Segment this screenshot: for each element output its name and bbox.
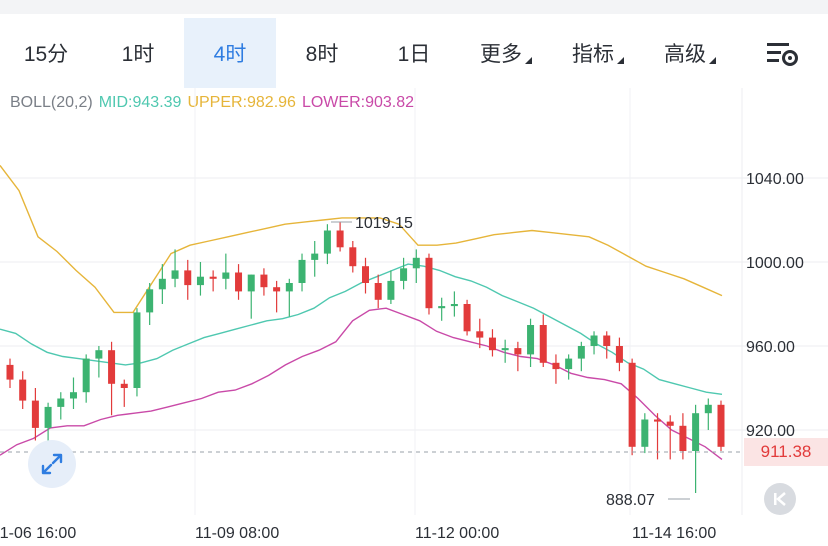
tab-8h[interactable]: 8时 (305, 43, 339, 66)
candle-body (57, 398, 65, 407)
candle-body (133, 312, 141, 388)
candle-body (273, 287, 281, 292)
candle-body (488, 337, 496, 351)
candle-body (95, 350, 103, 359)
candle-body (6, 364, 14, 380)
x-tick-label: 11-14 16:00 (632, 525, 716, 542)
candle-body (692, 413, 700, 451)
candle-body (438, 306, 446, 309)
candle-body (387, 280, 395, 300)
candle-body (552, 362, 560, 370)
candle-body (666, 421, 674, 426)
candle-body (717, 404, 725, 447)
candle-body (311, 253, 319, 260)
candle-body (603, 335, 611, 346)
y-tick-label: 960.00 (746, 339, 795, 356)
candle-body (463, 304, 471, 332)
candle-body (565, 358, 573, 370)
candle-body (425, 257, 433, 309)
indicator-upper: UPPER:982.96 (187, 94, 296, 111)
candle-body (298, 259, 306, 283)
indicator-lower: LOWER:903.82 (301, 94, 415, 111)
candle-body (374, 283, 382, 300)
candle-body (400, 268, 408, 281)
current-price-tag: 911.38 (744, 438, 828, 466)
candle-body (501, 348, 509, 351)
candle-body (704, 404, 712, 414)
candle-body (260, 274, 268, 288)
candle-body (146, 289, 154, 313)
candle-body (615, 346, 623, 363)
candle-body (539, 325, 547, 363)
candle-body (235, 272, 243, 292)
tab-1h[interactable]: 1时 (121, 43, 155, 66)
chart-settings-icon[interactable] (765, 40, 799, 68)
indicator-mid: MID:943.39 (98, 94, 182, 111)
dropdown-corner-icon (617, 56, 624, 64)
y-tick-label: 1040.00 (746, 171, 804, 188)
tab-advanced[interactable]: 高级 (644, 18, 736, 88)
top-strip (0, 0, 828, 14)
candle-body (120, 383, 128, 388)
candle-body (108, 350, 116, 384)
indicator-name: BOLL(20,2) (10, 94, 93, 111)
candle-body (590, 335, 598, 346)
candle-body (247, 274, 255, 292)
expand-arrows-icon[interactable] (28, 440, 76, 488)
candle-body (349, 247, 357, 267)
candle-body (222, 272, 230, 279)
candle-body (69, 392, 77, 399)
candle-body (654, 419, 662, 422)
low-annotation: 888.07 (606, 492, 655, 509)
x-tick-label: 11-06 16:00 (0, 525, 76, 542)
y-tick-label: 1000.00 (746, 255, 804, 272)
boll-lower-line (0, 307, 723, 460)
dropdown-corner-icon (525, 56, 532, 64)
candle-body (450, 304, 458, 307)
tab-15min[interactable]: 15分 (23, 43, 69, 66)
candle-body (158, 278, 166, 290)
high-annotation: 1019.15 (355, 215, 413, 232)
candle-body (476, 331, 484, 338)
candle-body (336, 230, 344, 248)
candle-body (44, 406, 52, 428)
candle-body (514, 348, 522, 355)
candle-body (196, 276, 204, 286)
candle-body (285, 283, 293, 292)
indicator-legend: BOLL(20,2) MID:943.39 UPPER:982.96 LOWER:90… (10, 94, 420, 112)
candlestick-chart[interactable]: 1040.00 1000.00 960.00 920.00 11-06 16:00 11-… (0, 88, 828, 546)
tab-more[interactable]: 更多 (460, 18, 552, 88)
candle-body (679, 425, 687, 451)
x-tick-label: 11-09 08:00 (195, 525, 279, 542)
candle-body (362, 266, 369, 283)
candle-body (641, 419, 649, 447)
candle-body (412, 257, 420, 269)
candle-body (527, 325, 535, 355)
y-tick-label: 920.00 (746, 423, 795, 440)
candle-body (577, 346, 585, 359)
tab-indicators[interactable]: 指标 (552, 18, 644, 88)
boll-mid-line (0, 263, 723, 395)
timeframe-tab-bar: 15分 1时 4时 8时 1日 更多 指标 高级 (0, 18, 828, 88)
candle-body (19, 379, 27, 401)
candle-body (209, 276, 217, 279)
x-tick-label: 11-12 00:00 (415, 525, 499, 542)
candle-body (31, 400, 39, 428)
tab-1d[interactable]: 1日 (397, 43, 431, 66)
candle-body (628, 362, 636, 447)
tab-4h[interactable]: 4时 (184, 18, 276, 88)
candle-body (184, 270, 192, 286)
dropdown-corner-icon (709, 56, 716, 64)
candle-body (171, 270, 179, 279)
candle-body (82, 358, 90, 393)
boll-upper-line (0, 164, 723, 314)
back-to-latest-icon[interactable] (764, 483, 796, 515)
candle-body (323, 230, 331, 254)
